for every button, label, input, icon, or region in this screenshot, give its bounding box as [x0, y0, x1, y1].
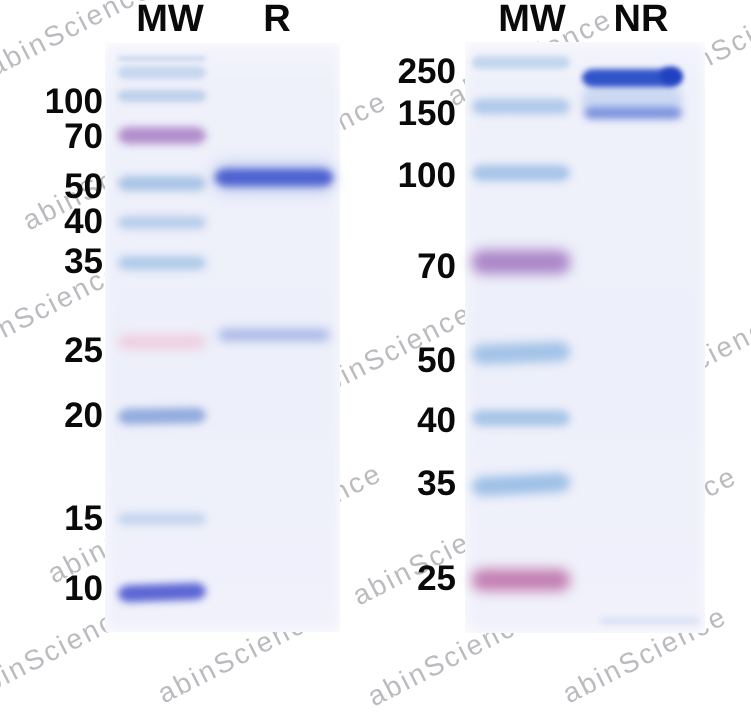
marker-label-70kda-reduced: 70	[64, 117, 103, 156]
marker-label-50kda-non-reduced: 50	[417, 341, 456, 380]
marker-label-40kda-non-reduced: 40	[417, 401, 456, 440]
lane-header-mw-non-reduced: MW	[498, 0, 566, 40]
band-mw-lane	[472, 165, 570, 181]
band-mw-lane	[472, 56, 570, 69]
marker-label-70kda-non-reduced: 70	[417, 247, 456, 286]
marker-label-15kda-reduced: 15	[64, 499, 103, 538]
band-mw-lane	[118, 56, 206, 61]
marker-label-10kda-reduced: 10	[64, 569, 103, 608]
gel-panel-non-reduced	[465, 42, 705, 633]
band-mw-lane	[472, 99, 570, 114]
marker-label-35kda-non-reduced: 35	[417, 464, 456, 503]
band-nr-lane	[584, 107, 682, 119]
band-nr-lane	[660, 67, 682, 84]
band-mw-lane	[472, 250, 570, 274]
band-mw-lane	[118, 127, 206, 144]
band-mw-lane	[118, 256, 206, 270]
marker-label-100kda-reduced: 100	[44, 82, 103, 121]
band-mw-lane	[117, 582, 207, 603]
marker-label-40kda-reduced: 40	[64, 202, 103, 241]
band-mw-lane	[118, 216, 206, 229]
marker-label-50kda-reduced: 50	[64, 167, 103, 206]
marker-label-250kda-non-reduced: 250	[397, 52, 456, 91]
band-mw-lane	[118, 90, 206, 102]
band-mw-lane	[118, 66, 206, 79]
lane-header-r-reduced: R	[263, 0, 291, 40]
marker-label-20kda-reduced: 20	[64, 396, 103, 435]
marker-label-35kda-reduced: 35	[64, 242, 103, 281]
lane-header-mw-reduced: MW	[136, 0, 204, 40]
band-mw-lane	[118, 176, 206, 191]
band-mw-lane	[118, 335, 206, 349]
band-nr-lane	[600, 618, 700, 624]
band-mw-lane	[472, 410, 570, 426]
marker-label-25kda-reduced: 25	[64, 331, 103, 370]
band-mw-lane	[117, 407, 207, 425]
band-nr-lane	[582, 69, 682, 87]
band-mw-lane	[471, 341, 571, 365]
lane-header-nr-non-reduced: NR	[613, 0, 669, 40]
marker-label-100kda-non-reduced: 100	[397, 156, 456, 195]
marker-label-150kda-non-reduced: 150	[397, 94, 456, 133]
band-mw-lane	[472, 569, 570, 591]
band-mw-lane	[118, 513, 206, 525]
band-r-lane	[218, 329, 330, 341]
marker-label-25kda-non-reduced: 25	[417, 559, 456, 598]
band-r-lane	[215, 169, 333, 186]
